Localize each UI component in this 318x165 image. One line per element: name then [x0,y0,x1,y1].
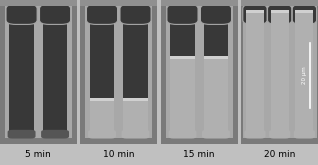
FancyBboxPatch shape [267,4,292,24]
Text: 10 min: 10 min [103,150,135,159]
Bar [271,6,289,138]
Bar [271,10,289,13]
Text: 20 μm: 20 μm [302,66,307,84]
FancyBboxPatch shape [120,4,151,24]
Text: 20 min: 20 min [264,150,295,159]
Text: 5 min: 5 min [25,150,51,159]
Bar [90,98,114,138]
FancyBboxPatch shape [269,130,290,139]
FancyBboxPatch shape [294,130,315,139]
Bar [90,98,114,101]
FancyBboxPatch shape [121,130,149,139]
Bar [264,6,267,138]
FancyBboxPatch shape [6,4,37,24]
Bar [123,98,148,138]
Bar [9,6,34,138]
Bar [314,6,317,138]
Bar [67,6,72,138]
Bar [80,0,157,144]
Bar [0,0,77,144]
Bar [295,10,314,138]
Bar [90,6,114,138]
FancyBboxPatch shape [292,4,317,24]
FancyBboxPatch shape [202,130,230,139]
FancyBboxPatch shape [41,130,69,139]
FancyBboxPatch shape [88,130,116,139]
Bar [170,56,195,138]
Bar [114,6,119,138]
Bar [38,6,43,138]
Bar [148,6,152,138]
Bar [80,0,157,6]
FancyBboxPatch shape [39,4,71,24]
Bar [241,0,318,6]
FancyBboxPatch shape [8,130,36,139]
Bar [295,6,314,138]
Bar [123,98,148,101]
Bar [170,6,195,138]
Bar [267,6,271,138]
Bar [243,6,246,138]
Bar [166,6,170,138]
Bar [170,56,195,59]
Bar [199,6,204,138]
Bar [161,0,238,6]
Bar [43,6,67,138]
Bar [161,0,238,144]
FancyBboxPatch shape [167,4,198,24]
Bar [204,6,228,138]
Bar [34,6,38,138]
Bar [123,6,148,138]
Bar [246,6,264,138]
Bar [241,0,318,144]
Bar [85,6,90,138]
Bar [295,10,314,13]
Bar [0,0,77,6]
Bar [228,6,233,138]
Bar [246,10,264,138]
Bar [5,6,9,138]
FancyBboxPatch shape [200,4,232,24]
Bar [289,6,292,138]
Bar [204,56,228,59]
Bar [119,6,123,138]
Bar [246,10,264,13]
Bar [204,56,228,138]
Bar [292,6,295,138]
FancyBboxPatch shape [244,130,266,139]
FancyBboxPatch shape [169,130,197,139]
Bar [195,6,199,138]
Bar [271,10,289,138]
Text: 15 min: 15 min [183,150,215,159]
FancyBboxPatch shape [86,4,118,24]
FancyBboxPatch shape [243,4,267,24]
